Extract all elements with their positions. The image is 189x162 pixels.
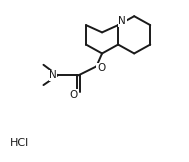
Text: O: O [97,63,105,73]
Text: N: N [49,70,57,80]
Text: O: O [69,90,77,100]
Text: HCl: HCl [10,138,29,148]
Text: N: N [118,16,126,26]
